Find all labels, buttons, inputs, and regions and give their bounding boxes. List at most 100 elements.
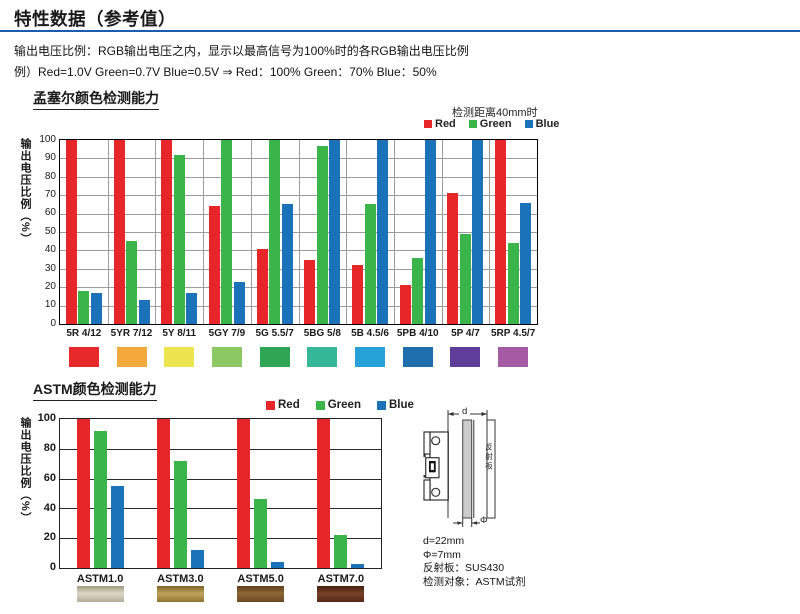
bar-blue: [233, 281, 245, 324]
legend-color-square: [468, 120, 477, 128]
legend-color-square: [524, 120, 533, 128]
category-color-swatch: [355, 347, 386, 367]
category-separator: [155, 140, 157, 324]
gridline: [60, 448, 381, 450]
y-tick-label: 60: [43, 471, 56, 484]
diagram-note-line: Φ=7mm: [423, 548, 461, 561]
bar-group: [299, 140, 347, 324]
bar-green: [93, 430, 107, 568]
y-tick-label: 80: [44, 170, 56, 182]
bar-green: [254, 499, 268, 568]
x-category-label: 5YR 7/12: [110, 328, 153, 339]
astm-legend: Red Green Blue: [266, 399, 414, 411]
bar-red: [161, 140, 173, 324]
bar-green: [364, 204, 376, 324]
bar-blue: [138, 300, 150, 324]
munsell-section-title: 孟塞尔颜色检测能力: [33, 88, 159, 110]
y-axis-label: 输出电压比例（%）: [19, 138, 31, 245]
page-title: 特性数据（参考值）: [14, 9, 176, 29]
bar-green: [507, 243, 519, 324]
category-color-swatch: [498, 347, 529, 367]
bar-group: [442, 140, 490, 324]
header-divider: [0, 30, 800, 32]
bar-green: [269, 140, 281, 324]
y-tick-label: 30: [44, 262, 56, 274]
bar-blue: [110, 486, 124, 568]
legend-color-square: [266, 400, 275, 410]
category-separator: [250, 140, 252, 324]
y-tick-label: 90: [44, 152, 56, 164]
bar-blue: [329, 140, 341, 324]
bar-group: [251, 140, 299, 324]
legend-item-green: Green: [315, 399, 361, 411]
bar-green: [221, 140, 233, 324]
gridline: [60, 508, 381, 510]
x-category-label: 5GY 7/9: [208, 328, 246, 339]
x-category-label: 5BG 5/8: [303, 328, 341, 339]
measurement-setup-diagram: d Φ 反射板: [420, 398, 650, 538]
legend-item-blue: Blue: [524, 118, 560, 130]
intro-text-line2: 例）Red=1.0V Green=0.7V Blue=0.5V ⇒ Red：10…: [14, 65, 437, 79]
legend-color-square: [424, 120, 432, 128]
bar-group: [203, 140, 251, 324]
y-tick-label: 40: [43, 501, 56, 514]
category-color-swatch: [164, 347, 195, 367]
bar-blue: [472, 140, 484, 324]
bar-green: [316, 145, 328, 324]
legend-item-blue: Blue: [376, 399, 414, 411]
category-separator: [203, 140, 205, 324]
bar-red: [76, 419, 90, 568]
dimension-phi-label: Φ: [480, 515, 488, 526]
bar-group: [221, 419, 301, 568]
diagram-note-line: 检测对象：ASTM试剂: [423, 575, 526, 588]
x-category-label: 5G 5.5/7: [255, 328, 294, 339]
y-tick-label: 0: [50, 317, 56, 329]
y-tick-label: 50: [44, 225, 56, 237]
y-tick-label: 10: [44, 299, 56, 311]
bar-green: [173, 460, 187, 568]
bar-red: [237, 419, 251, 568]
legend-item-red: Red: [424, 118, 456, 130]
bar-group: [140, 419, 220, 568]
legend-label: Blue: [535, 118, 560, 130]
x-category-label: 5P 4/7: [451, 328, 480, 339]
category-color-swatch: [116, 347, 147, 367]
bar-group: [394, 140, 442, 324]
setup-diagram-drawing: [423, 410, 496, 527]
y-tick-label: 0: [49, 561, 56, 574]
category-color-swatch: [259, 347, 290, 367]
y-axis-label: 输出电压比例（%）: [19, 417, 31, 524]
y-tick-label: 40: [44, 244, 56, 256]
category-separator: [393, 140, 395, 324]
bar-blue: [377, 140, 389, 324]
bar-group: [301, 419, 381, 568]
x-category-label: 5B 4.5/6: [351, 328, 389, 339]
x-category-label: ASTM5.0: [237, 573, 284, 585]
bar-red: [304, 259, 316, 324]
category-color-swatch: [211, 347, 242, 367]
bar-red: [256, 248, 268, 324]
bar-red: [113, 140, 125, 324]
astm-section-title: ASTM颜色检测能力: [33, 379, 157, 401]
x-category-label: 5Y 8/11: [162, 328, 197, 339]
x-category-label: 5PB 4/10: [396, 328, 439, 339]
bar-group: [346, 140, 394, 324]
bar-group: [489, 140, 537, 324]
diagram-note-line: 反射板：SUS430: [423, 562, 505, 574]
x-category-label: ASTM1.0: [76, 573, 124, 585]
category-color-swatch: [237, 586, 285, 602]
category-separator: [441, 140, 443, 324]
diagram-note-line: d=22mm: [423, 535, 465, 547]
y-tick-label: 60: [44, 207, 56, 219]
legend-item-red: Red: [266, 399, 300, 411]
category-separator: [298, 140, 300, 324]
legend-item-green: Green: [468, 118, 512, 130]
legend-color-square: [376, 400, 386, 410]
legend-color-square: [315, 400, 325, 410]
bar-green: [173, 154, 185, 324]
y-tick-label: 70: [44, 189, 56, 200]
category-separator: [489, 140, 491, 324]
diagram-notes: d=22mm Φ=7mm 反射板：SUS430 检测对象：ASTM试剂: [423, 535, 526, 589]
bar-red: [156, 419, 170, 568]
bar-green: [334, 535, 348, 568]
